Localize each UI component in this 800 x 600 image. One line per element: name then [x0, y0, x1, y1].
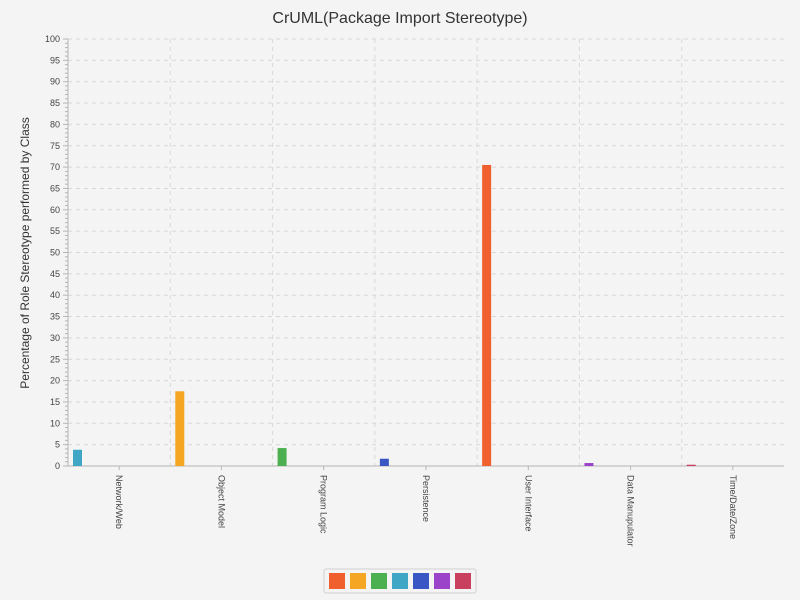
y-tick-label: 55 [50, 226, 60, 236]
y-tick-label: 95 [50, 55, 60, 65]
bar [686, 464, 696, 466]
bars [73, 164, 696, 466]
y-tick-label: 70 [50, 162, 60, 172]
legend[interactable] [323, 568, 477, 594]
bar [379, 458, 389, 466]
y-tick-label: 20 [50, 376, 60, 386]
x-tick-label: Persistence [421, 475, 431, 522]
y-tick-label: 80 [50, 119, 60, 129]
bar [584, 463, 594, 466]
legend-swatch[interactable] [434, 573, 450, 589]
y-tick-label: 90 [50, 77, 60, 87]
y-tick-label: 15 [50, 397, 60, 407]
legend-swatch[interactable] [455, 573, 471, 589]
bar [73, 449, 82, 466]
bar [277, 448, 287, 466]
y-tick-label: 10 [50, 418, 60, 428]
axis-labels: 0 5 10 15 20 25 30 35 40 45 50 55 60 65 70 75 80 85 90 95 10… [45, 34, 738, 547]
grid-lines [68, 38, 784, 466]
y-tick-label: 50 [50, 248, 60, 258]
x-tick-label: Time/Date/Zone [728, 475, 738, 539]
y-tick-label: 0 [55, 461, 60, 471]
legend-swatch[interactable] [392, 573, 408, 589]
y-tick-label: 75 [50, 141, 60, 151]
y-tick-label: 30 [50, 333, 60, 343]
y-tick-label: 5 [55, 440, 60, 450]
y-tick-label: 40 [50, 290, 60, 300]
x-tick-label: User Interface [523, 475, 533, 532]
bar [175, 391, 185, 466]
y-tick-label: 85 [50, 98, 60, 108]
legend-swatch[interactable] [413, 573, 429, 589]
axes [63, 38, 784, 470]
y-tick-label: 35 [50, 312, 60, 322]
legend-swatch[interactable] [371, 573, 387, 589]
y-tick-label: 45 [50, 269, 60, 279]
bar [482, 164, 492, 466]
x-tick-label: Object Model [216, 475, 226, 528]
legend-swatch[interactable] [329, 573, 345, 589]
chart-title: CrUML(Package Import Stereotype) [272, 10, 527, 27]
y-axis-label: Percentage of Role Stereotype performed … [18, 117, 32, 388]
y-tick-label: 25 [50, 354, 60, 364]
x-tick-label: Network/Web [114, 475, 124, 529]
x-tick-label: Data Manupulator [626, 475, 636, 547]
y-tick-label: 65 [50, 183, 60, 193]
x-tick-label: Program Logic [319, 475, 329, 534]
legend-swatch[interactable] [350, 573, 366, 589]
y-tick-label: 60 [50, 205, 60, 215]
y-tick-label: 100 [45, 34, 60, 44]
